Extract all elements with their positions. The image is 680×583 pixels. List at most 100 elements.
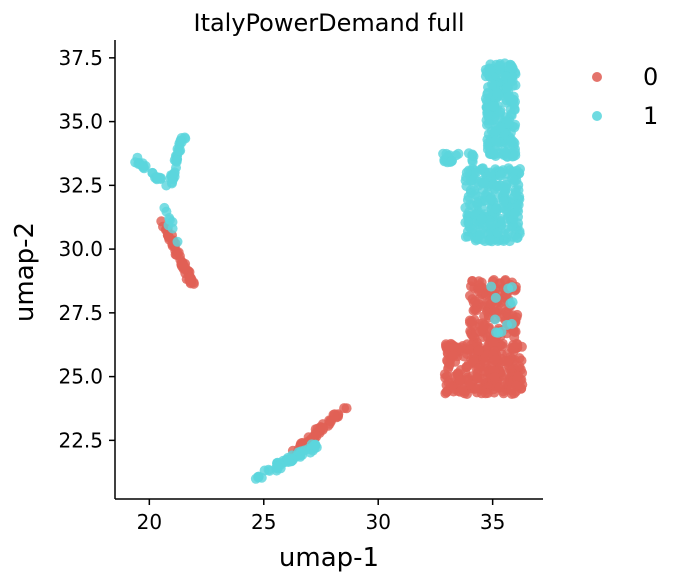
data-point-series-1: [509, 208, 520, 219]
data-point-series-1: [250, 473, 261, 484]
legend-marker-1: [592, 111, 602, 121]
data-point-series-1: [463, 148, 474, 159]
y-ticks: 22.5 25.0 27.5 30.0 32.5 35.0 37.5: [58, 46, 115, 452]
data-point-series-1: [501, 179, 512, 190]
data-point-series-0: [478, 320, 489, 331]
data-point-series-1: [476, 214, 487, 224]
data-point-series-1: [486, 281, 497, 292]
data-point-series-1: [510, 96, 520, 107]
data-point-series-1: [478, 178, 489, 189]
data-point-series-0: [179, 261, 190, 271]
data-point-series-1: [167, 217, 178, 227]
data-point-series-0: [480, 388, 491, 399]
data-point-series-1: [306, 439, 317, 450]
y-tick-label: 32.5: [58, 173, 103, 197]
data-point-series-0: [440, 388, 451, 399]
x-tick-label: 25: [251, 510, 276, 534]
data-point-series-1: [485, 194, 496, 205]
data-point-series-1: [486, 79, 497, 90]
data-point-series-1: [490, 136, 501, 147]
data-point-series-0: [511, 338, 522, 349]
data-point-series-0: [477, 374, 488, 385]
data-point-series-0: [458, 351, 469, 362]
data-point-series-1: [488, 101, 499, 112]
y-tick-label: 25.0: [58, 365, 103, 389]
data-point-series-1: [491, 203, 502, 214]
y-tick-label: 30.0: [58, 237, 103, 261]
data-point-series-0: [468, 305, 479, 316]
data-point-series-0: [479, 357, 490, 368]
data-point-series-1: [484, 167, 495, 178]
data-point-series-1: [482, 109, 493, 120]
data-point-series-1: [503, 283, 514, 294]
data-point-series-1: [483, 118, 494, 129]
data-point-series-0: [329, 411, 339, 422]
data-point-series-1: [167, 177, 178, 188]
data-point-series-0: [500, 275, 511, 285]
data-point-series-1: [467, 200, 478, 211]
data-point-series-0: [497, 341, 508, 352]
y-tick-label: 27.5: [58, 301, 103, 325]
data-point-series-0: [503, 308, 514, 319]
data-point-series-1: [490, 292, 501, 303]
data-point-series-1: [509, 190, 520, 201]
data-point-series-1: [499, 146, 510, 157]
data-point-series-1: [507, 75, 518, 86]
data-point-series-1: [492, 227, 503, 238]
data-point-series-1: [485, 218, 496, 229]
data-point-series-1: [503, 61, 514, 72]
data-point-series-1: [138, 161, 149, 172]
data-point-series-0: [311, 431, 322, 442]
data-point-series-0: [473, 276, 484, 287]
data-point-series-1: [483, 87, 493, 98]
data-point-series-0: [509, 326, 520, 337]
data-point-series-0: [514, 361, 525, 372]
data-point-series-0: [488, 306, 499, 316]
data-point-series-1: [172, 236, 183, 247]
data-point-series-1: [299, 445, 310, 456]
data-point-series-1: [175, 136, 186, 147]
data-point-series-1: [490, 314, 501, 325]
data-point-series-1: [507, 297, 518, 308]
data-point-series-0: [513, 371, 524, 382]
x-axis-title: umap-1: [279, 543, 379, 573]
data-point-series-1: [501, 82, 512, 93]
points-layer: [130, 58, 528, 484]
data-point-series-0: [502, 357, 513, 368]
data-point-series-0: [318, 423, 329, 434]
data-point-series-1: [485, 65, 496, 76]
data-point-series-1: [502, 319, 512, 330]
y-axis-title: umap-2: [10, 222, 40, 322]
data-point-series-1: [495, 170, 506, 181]
y-tick-label: 22.5: [58, 428, 103, 452]
data-point-series-1: [494, 60, 505, 71]
data-point-series-0: [443, 377, 454, 388]
data-point-series-0: [473, 345, 484, 356]
data-point-series-0: [488, 338, 499, 349]
data-point-series-1: [461, 167, 472, 178]
data-point-series-1: [460, 217, 471, 228]
x-ticks: 20 25 30 35: [137, 499, 505, 534]
data-point-series-1: [503, 163, 514, 174]
y-tick-label: 35.0: [58, 110, 103, 134]
data-point-series-1: [495, 122, 506, 133]
data-point-series-0: [466, 316, 477, 327]
data-point-series-1: [171, 155, 182, 166]
data-point-series-1: [132, 152, 143, 163]
data-point-series-1: [173, 145, 184, 156]
data-point-series-1: [495, 107, 506, 118]
data-point-series-1: [460, 231, 471, 242]
data-point-series-0: [441, 341, 451, 351]
legend: 0 1: [592, 63, 658, 130]
data-point-series-1: [509, 104, 520, 114]
data-point-series-1: [493, 327, 504, 338]
x-tick-label: 20: [137, 510, 162, 534]
data-point-series-0: [489, 372, 500, 383]
legend-label-1: 1: [643, 102, 658, 130]
data-point-series-1: [460, 175, 471, 186]
data-point-series-0: [455, 386, 466, 397]
data-point-series-1: [475, 229, 486, 240]
data-point-series-1: [446, 156, 457, 167]
data-point-series-0: [448, 342, 459, 353]
